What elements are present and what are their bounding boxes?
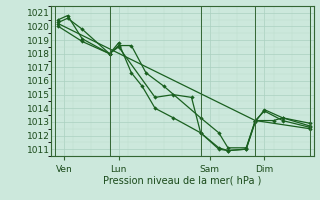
X-axis label: Pression niveau de la mer( hPa ): Pression niveau de la mer( hPa ) xyxy=(103,175,261,185)
